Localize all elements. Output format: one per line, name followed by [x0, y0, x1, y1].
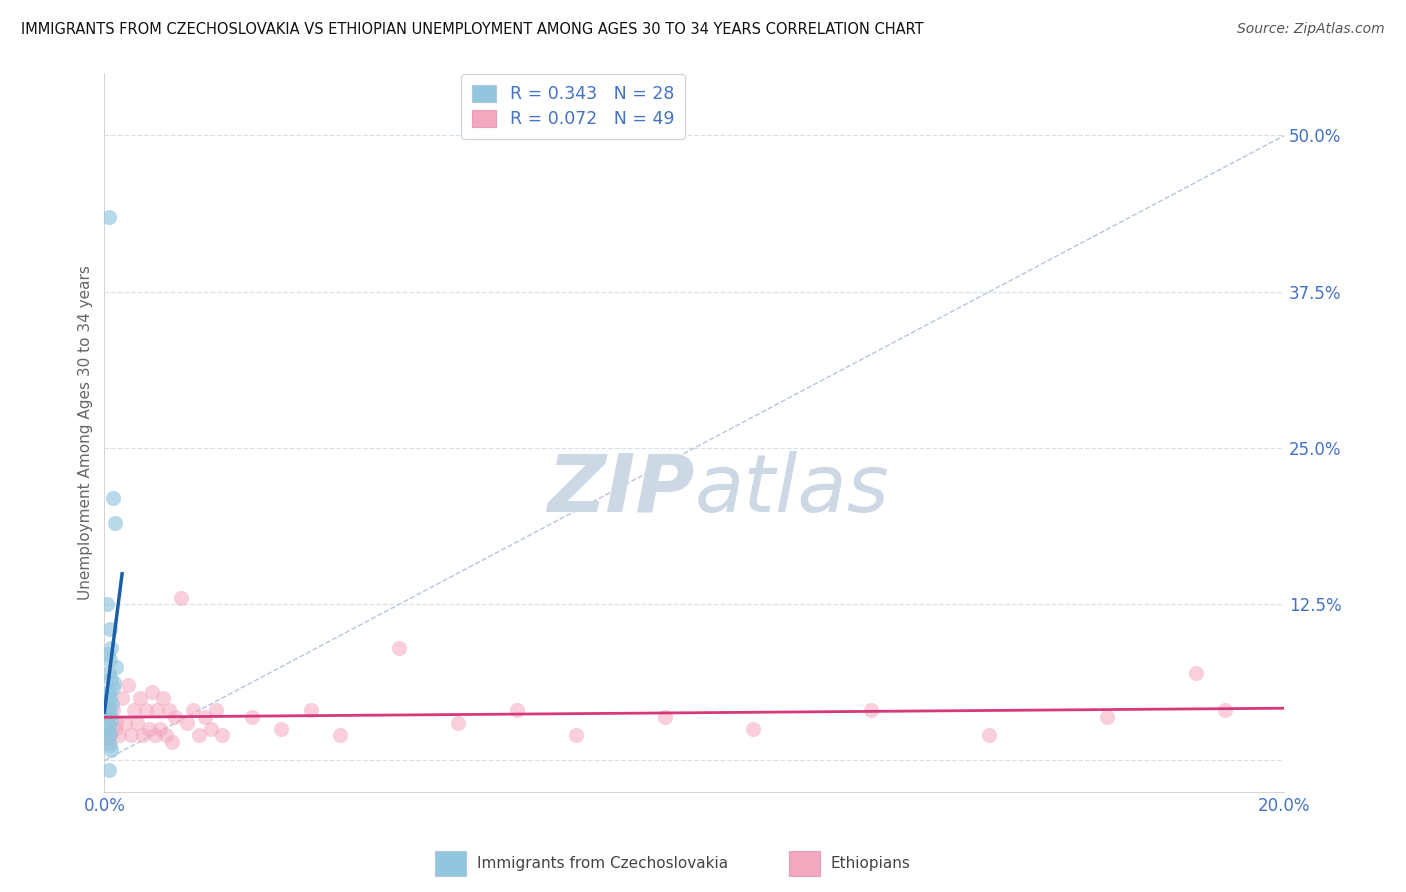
Point: [96, 597, 118, 611]
Point: [98, 728, 121, 742]
Point: [152, 690, 174, 705]
Point: [104, 722, 127, 736]
Point: [155, 728, 177, 742]
Point: [98, 690, 121, 705]
Text: Ethiopians: Ethiopians: [831, 856, 911, 871]
Point: [104, 516, 127, 530]
Point: [138, 722, 160, 736]
Text: Source: ZipAtlas.com: Source: ZipAtlas.com: [1237, 22, 1385, 37]
Point: [141, 684, 163, 698]
Text: Immigrants from Czechoslovakia: Immigrants from Czechoslovakia: [477, 856, 728, 871]
Point: [105, 715, 128, 730]
Point: [165, 709, 187, 723]
Point: [565, 728, 588, 742]
Y-axis label: Unemployment Among Ages 30 to 34 years: Unemployment Among Ages 30 to 34 years: [79, 265, 93, 599]
Point: [1213, 703, 1236, 717]
Point: [97, 665, 120, 680]
Point: [98, 706, 121, 720]
Point: [101, 697, 124, 711]
Point: [103, 491, 125, 505]
Point: [132, 728, 155, 742]
Point: [117, 678, 139, 692]
Point: [96, 693, 118, 707]
Text: IMMIGRANTS FROM CZECHOSLOVAKIA VS ETHIOPIAN UNEMPLOYMENT AMONG AGES 30 TO 34 YEA: IMMIGRANTS FROM CZECHOSLOVAKIA VS ETHIOP…: [21, 22, 924, 37]
Point: [97, 647, 120, 661]
Point: [97, 731, 120, 745]
Point: [187, 728, 209, 742]
Point: [1097, 709, 1119, 723]
Point: [97, 701, 120, 715]
Point: [98, 684, 121, 698]
Point: [97, 764, 120, 778]
Point: [128, 690, 150, 705]
Text: ZIP: ZIP: [547, 450, 695, 529]
Text: atlas: atlas: [695, 450, 889, 529]
Point: [98, 210, 121, 224]
Point: [98, 726, 121, 740]
Point: [108, 728, 131, 742]
Point: [114, 715, 136, 730]
Point: [447, 715, 470, 730]
Point: [1185, 665, 1208, 680]
Point: [149, 722, 172, 736]
Point: [299, 703, 322, 717]
Point: [270, 722, 292, 736]
Point: [98, 739, 121, 753]
Point: [98, 653, 121, 667]
Point: [194, 709, 217, 723]
Point: [98, 718, 121, 732]
Point: [96, 722, 118, 736]
Point: [205, 703, 228, 717]
Point: [96, 709, 118, 723]
Point: [388, 640, 411, 655]
Point: [654, 709, 676, 723]
Point: [329, 728, 352, 742]
Point: [200, 722, 222, 736]
Point: [98, 622, 121, 636]
Point: [103, 703, 125, 717]
Point: [979, 728, 1001, 742]
Point: [181, 703, 204, 717]
Point: [98, 735, 121, 749]
Point: [100, 672, 122, 686]
Point: [506, 703, 529, 717]
Point: [103, 676, 125, 690]
Point: [100, 743, 122, 757]
Point: [240, 709, 263, 723]
Point: [120, 728, 142, 742]
Point: [143, 728, 166, 742]
Point: [100, 714, 122, 728]
Point: [160, 735, 183, 749]
Point: [125, 715, 148, 730]
Point: [860, 703, 883, 717]
Point: [146, 703, 169, 717]
Point: [101, 681, 124, 695]
Point: [100, 640, 122, 655]
Point: [135, 703, 157, 717]
Point: [122, 703, 145, 717]
Point: [170, 591, 193, 605]
Point: [97, 709, 120, 723]
Point: [742, 722, 765, 736]
Point: [105, 659, 128, 673]
Point: [211, 728, 233, 742]
Point: [176, 715, 198, 730]
Point: [157, 703, 180, 717]
Point: [111, 690, 134, 705]
Legend: R = 0.343   N = 28, R = 0.072   N = 49: R = 0.343 N = 28, R = 0.072 N = 49: [461, 74, 685, 139]
